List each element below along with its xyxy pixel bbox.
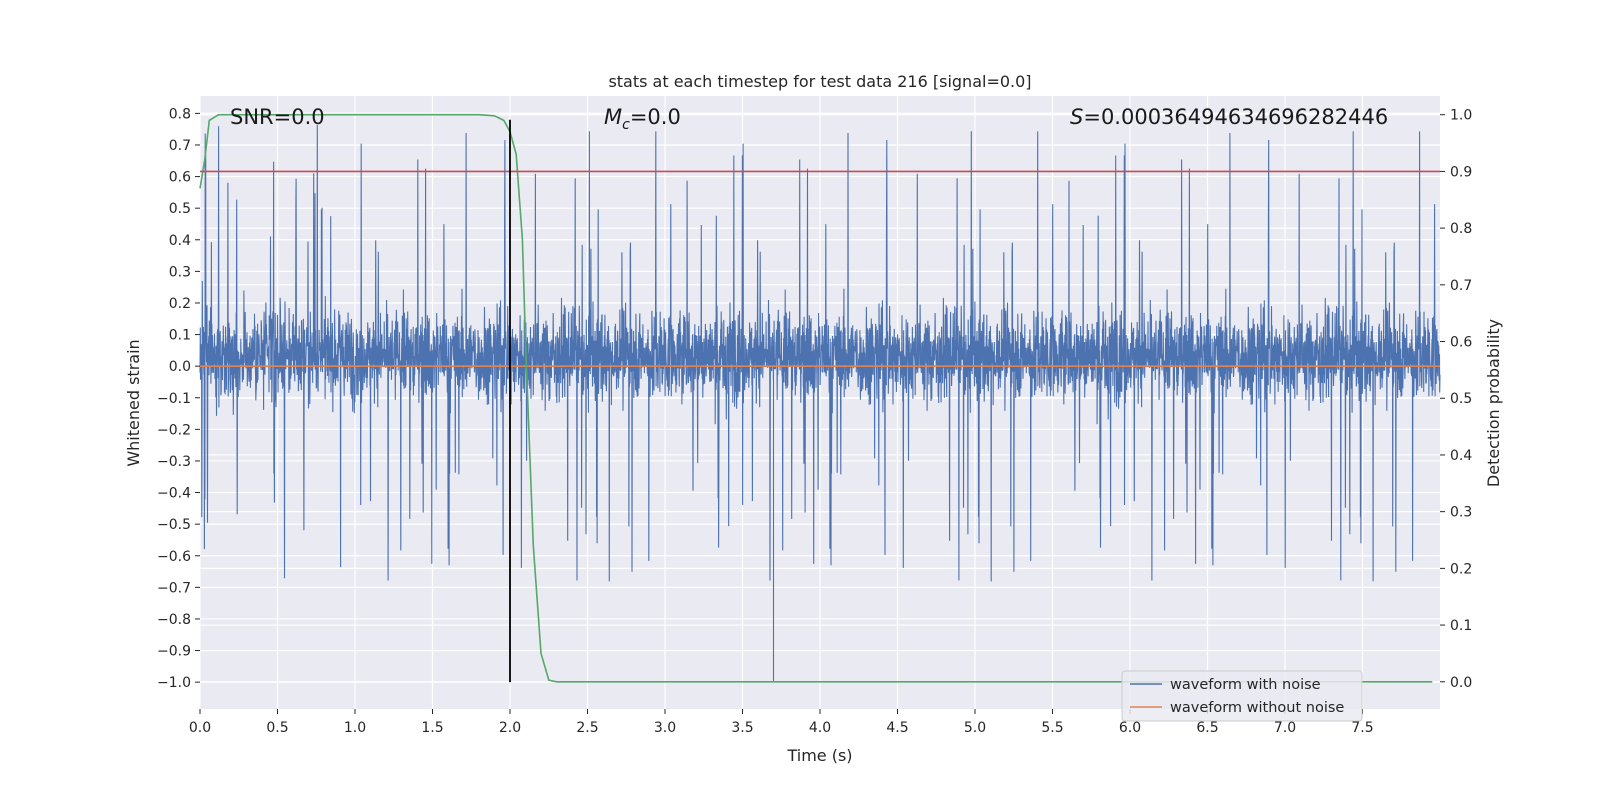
x-tick-label: 2.0 [499,720,521,736]
x-ticks: 0.0 0.5 1.0 1.5 2.0 2.5 3.0 3.5 4.0 4.5 5.0 5.5 6.0 6… [189,709,1374,736]
y-right-tick-label: 0.1 [1450,618,1472,634]
y-left-tick-label: 0.0 [169,359,191,375]
x-tick-label: 3.5 [731,720,753,736]
y-right-tick-label: 0.4 [1450,448,1472,464]
x-tick-label: 2.5 [576,720,598,736]
y-right-tick-label: 0.3 [1450,505,1472,521]
y-right-axis-label: Detection probability [1484,319,1503,487]
y-left-tick-label: 0.4 [169,233,191,249]
x-tick-label: 6.0 [1119,720,1141,736]
x-tick-label: 0.5 [266,720,288,736]
y-left-tick-label: −0.2 [157,422,191,438]
y-right-tick-label: 0.8 [1450,221,1472,237]
snr-annotation: SNR=0.0 [230,105,325,129]
y-right-tick-label: 0.7 [1450,278,1472,294]
x-tick-label: 0.0 [189,720,211,736]
y-left-tick-label: −0.3 [157,454,191,470]
y-right-tick-label: 0.6 [1450,335,1472,351]
y-left-tick-label: 0.8 [169,106,191,122]
noise-trace [199,124,1441,683]
y-left-tick-label: −0.8 [157,612,191,628]
y-left-axis-label: Whitened strain [124,339,143,466]
x-axis-label: Time (s) [786,746,852,765]
y-left-tick-label: 0.3 [169,264,191,280]
y-left-tick-label: 0.6 [169,170,191,186]
y-left-ticks: 0.8 0.7 0.6 0.5 0.4 0.3 0.2 0.1 0.0 −0.1 −0.2 −0.3 −… [157,106,200,691]
score-annotation: S=0.0003649463469628244​6 [1070,105,1388,129]
y-right-tick-label: 0.5 [1450,391,1472,407]
y-right-ticks: 1.0 0.9 0.8 0.7 0.6 0.5 0.4 0.3 0.2 0.1 0.0 [1440,108,1472,691]
y-left-tick-label: −0.6 [157,549,191,565]
legend-box [1121,670,1363,722]
y-left-tick-label: −0.9 [157,644,191,660]
y-right-tick-label: 0.0 [1450,675,1472,691]
y-left-tick-label: −1.0 [157,675,191,691]
x-tick-label: 1.5 [421,720,443,736]
x-tick-label: 5.5 [1041,720,1063,736]
legend-label-clean: waveform without noise [1170,700,1344,716]
y-left-tick-label: −0.7 [157,580,191,596]
y-right-tick-label: 1.0 [1450,108,1472,124]
legend: waveform with noise waveform without noi… [1121,670,1363,722]
x-tick-label: 6.5 [1196,720,1218,736]
x-tick-label: 7.5 [1351,720,1373,736]
y-left-tick-label: 0.7 [169,138,191,154]
legend-label-noise: waveform with noise [1170,677,1321,693]
x-tick-label: 1.0 [344,720,366,736]
y-right-tick-label: 0.9 [1450,164,1472,180]
chart-title: stats at each timestep for test data 216… [608,72,1031,91]
x-tick-label: 4.5 [886,720,908,736]
y-left-tick-label: −0.5 [157,517,191,533]
y-left-tick-label: 0.5 [169,201,191,217]
y-left-tick-label: −0.4 [157,486,191,502]
x-tick-label: 4.0 [809,720,831,736]
y-right-tick-label: 0.2 [1450,561,1472,577]
y-left-tick-label: −0.1 [157,391,191,407]
chirp-mass-annotation: Mc=0.0 [604,105,681,133]
line-series [199,113,1440,683]
x-tick-label: 7.0 [1274,720,1296,736]
y-left-tick-label: 0.2 [169,296,191,312]
y-left-tick-label: 0.1 [169,328,191,344]
x-tick-label: 3.0 [654,720,676,736]
noise-series [199,124,1441,683]
x-tick-label: 5.0 [964,720,986,736]
